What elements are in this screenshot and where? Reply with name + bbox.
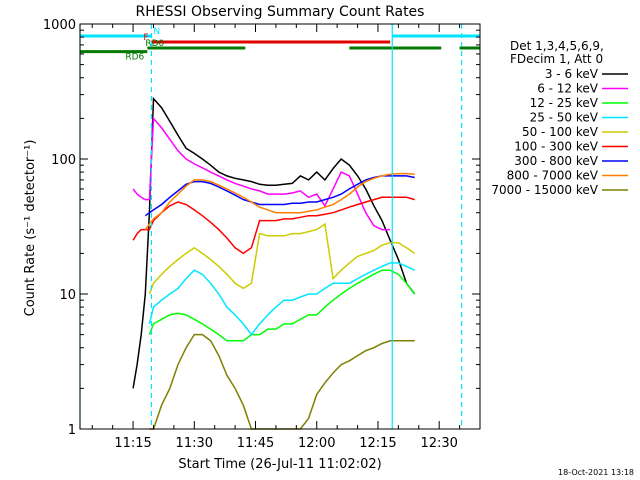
- series-line: [144, 175, 415, 217]
- x-tick-label: 11:15: [114, 436, 151, 451]
- series-line: [132, 116, 391, 231]
- footer-date: 18-Oct-2021 13:18: [558, 468, 634, 477]
- legend-label: 25 - 50 keV: [530, 111, 599, 125]
- x-tick-label: 12:00: [298, 436, 335, 451]
- plot-frame: [79, 23, 481, 430]
- legend-label: 3 - 6 keV: [545, 67, 599, 81]
- legend-header-line-1: Det 1,3,4,5,6,9,: [510, 39, 604, 53]
- series-lines: [132, 96, 416, 430]
- x-tick-label: 12:15: [359, 436, 396, 451]
- series-line: [132, 96, 416, 389]
- legend-label: 300 - 800 keV: [514, 154, 598, 168]
- legend-label: 50 - 100 keV: [522, 125, 599, 139]
- x-tick-label: 12:30: [420, 436, 457, 451]
- series-line: [132, 196, 415, 255]
- y-axis-label: Count Rate (s⁻¹ detector⁻¹): [23, 140, 38, 317]
- series-line: [148, 222, 416, 295]
- state-bar-label: RD6: [125, 53, 144, 63]
- legend-label: 12 - 25 keV: [530, 96, 599, 110]
- series-line: [148, 262, 416, 336]
- series-line: [149, 333, 415, 430]
- series-line: [144, 172, 415, 231]
- legend-label: 800 - 7000 keV: [507, 169, 599, 183]
- x-tick-label: 11:45: [237, 436, 274, 451]
- state-bar-label: RD0: [145, 39, 164, 49]
- y-tick-label: 100: [51, 153, 76, 168]
- axes: 1 10 100 1000 11:15 11:30 11:45 12:00 12:15 12:30: [43, 18, 481, 451]
- state-bar-label: F: [143, 33, 148, 43]
- state-bar-label: N: [153, 27, 160, 37]
- legend-label: 6 - 12 keV: [537, 82, 599, 96]
- y-tick-label: 1000: [43, 18, 76, 33]
- series-line: [148, 269, 416, 342]
- y-tick-label: 10: [59, 288, 76, 303]
- x-tick-label: 11:30: [176, 436, 213, 451]
- legend-label: 7000 - 15000 keV: [491, 183, 598, 197]
- chart-title: RHESSI Observing Summary Count Rates: [136, 4, 425, 20]
- x-axis-label: Start Time (26-Jul-11 11:02:02): [178, 457, 381, 472]
- y-tick-label: 1: [68, 423, 76, 438]
- legend-header-line-2: FDecim 1, Att 0: [510, 52, 603, 66]
- legend-label: 100 - 300 keV: [514, 140, 598, 154]
